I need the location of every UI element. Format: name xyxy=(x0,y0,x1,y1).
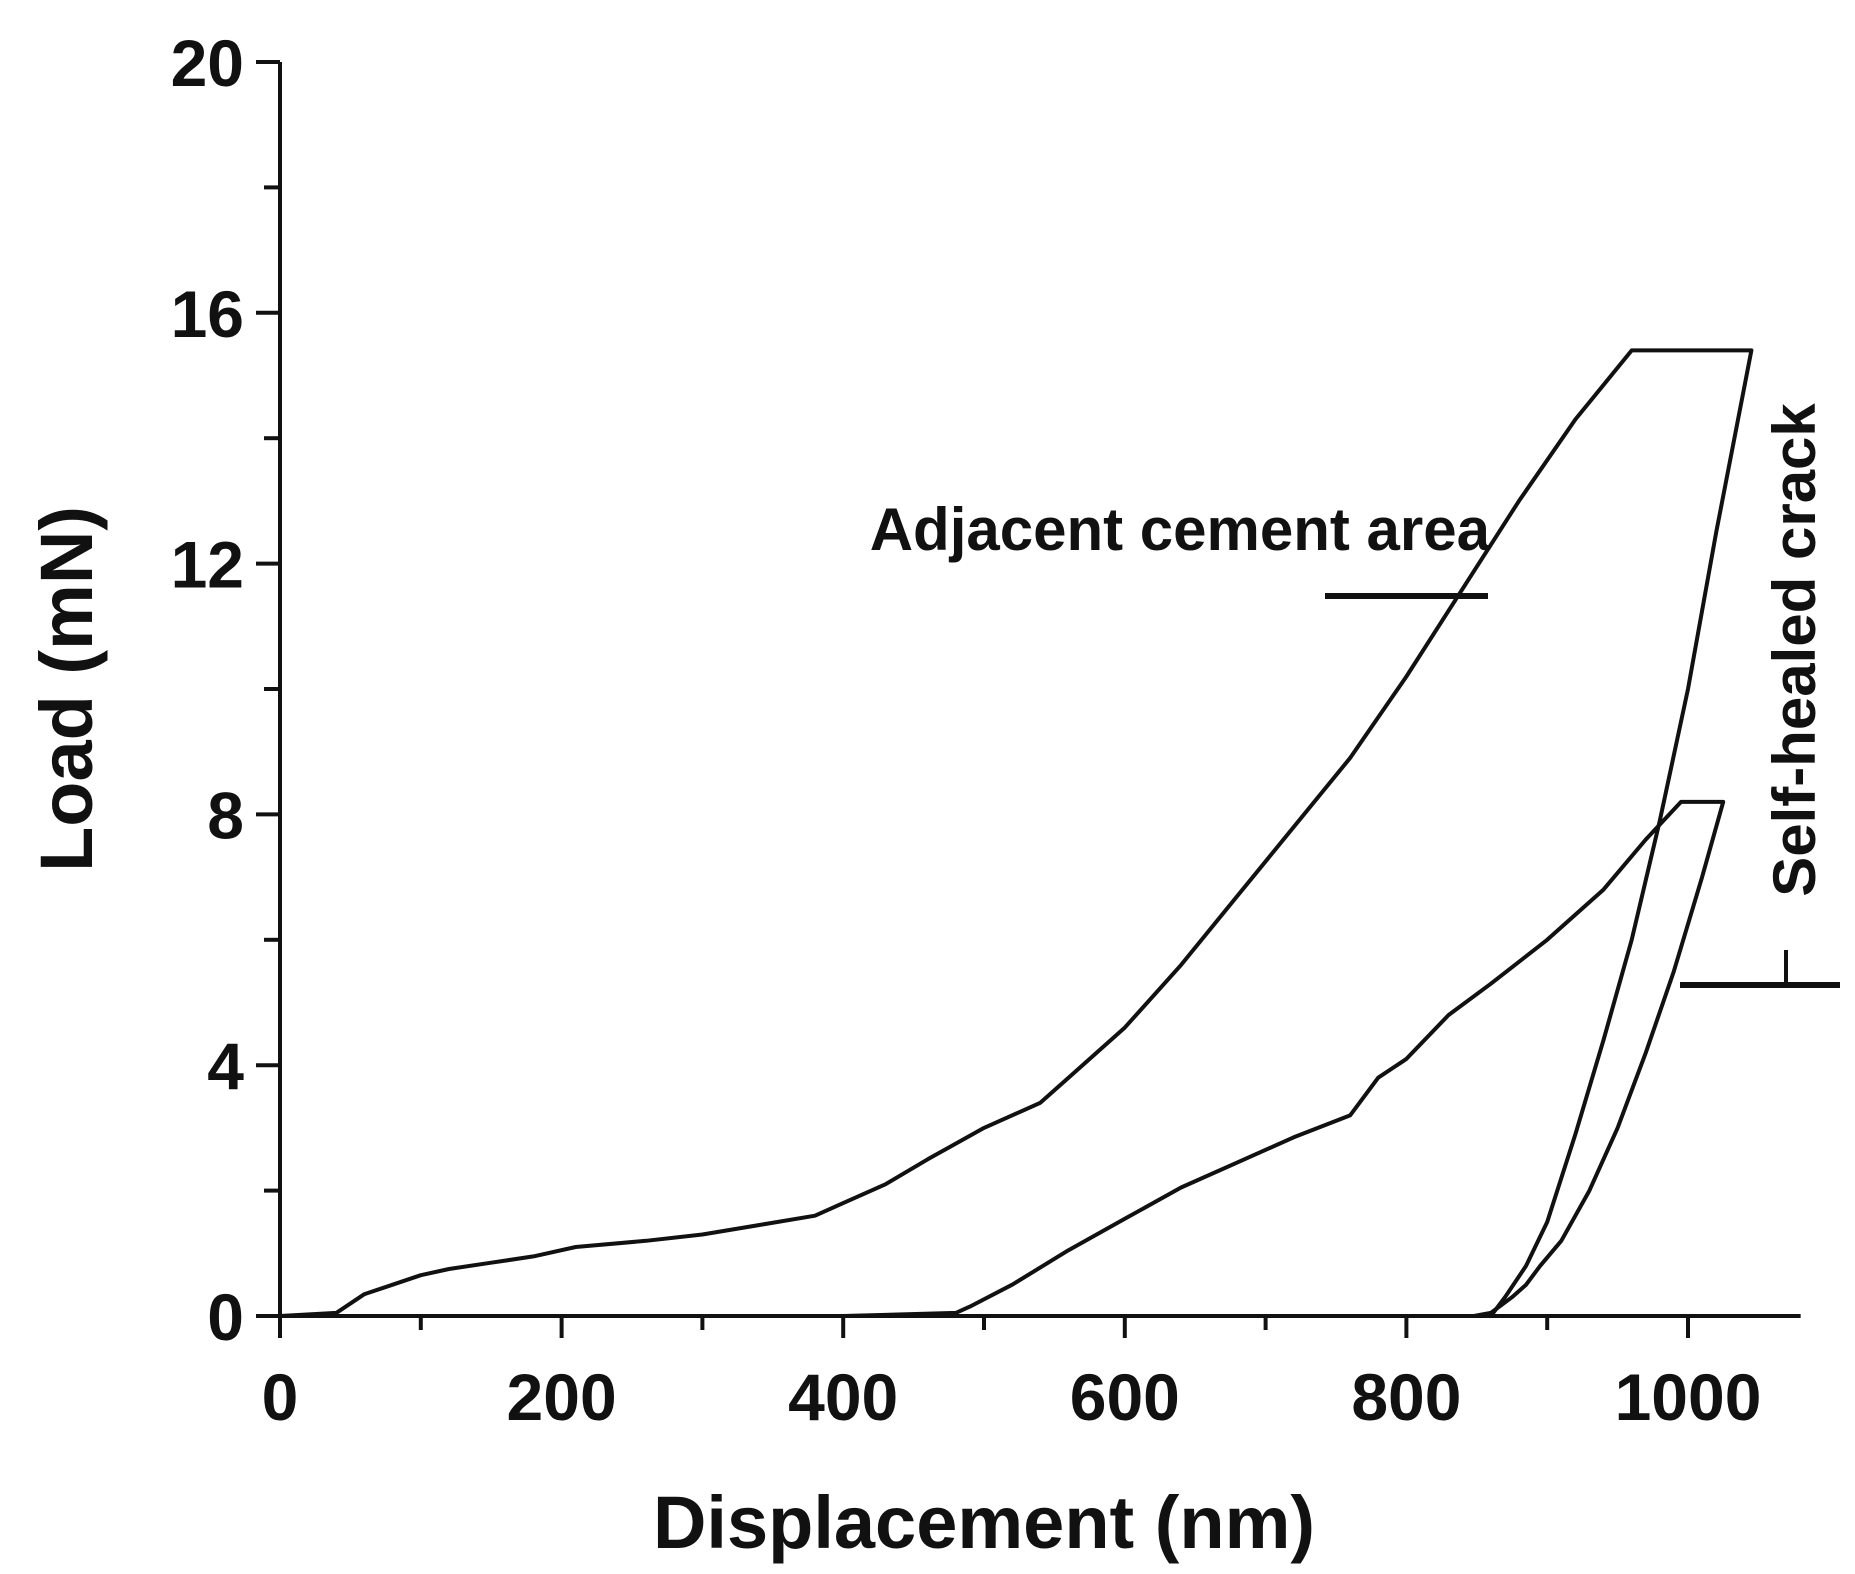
ticks: 0 200 400 600 800 1000 0 4 8 12 16 20 xyxy=(171,26,1762,1434)
y-tick-label: 4 xyxy=(207,1029,244,1103)
x-tick-label: 0 xyxy=(262,1360,299,1434)
x-tick-label: 400 xyxy=(788,1360,898,1434)
annotation-adjacent-cement-area: Adjacent cement area xyxy=(870,496,1491,599)
series-line-0 xyxy=(278,348,1754,1318)
y-tick-label: 0 xyxy=(207,1280,244,1354)
annotation-adjacent-cement-area-label: Adjacent cement area xyxy=(870,496,1491,563)
y-tick-label: 8 xyxy=(207,778,244,852)
axes xyxy=(278,62,1801,1318)
x-tick-label: 600 xyxy=(1070,1360,1180,1434)
x-tick-label: 200 xyxy=(507,1360,617,1434)
series-lines xyxy=(278,348,1754,1318)
x-tick-label: 800 xyxy=(1351,1360,1461,1434)
y-axis-title: Load (mN) xyxy=(25,506,108,872)
annotation-self-healed-crack: Self-healed crack xyxy=(1680,403,1840,988)
y-tick-label: 12 xyxy=(171,528,244,602)
annotation-self-healed-crack-label: Self-healed crack xyxy=(1761,403,1828,897)
y-tick-label: 20 xyxy=(171,26,244,100)
x-tick-label: 1000 xyxy=(1615,1360,1762,1434)
y-tick-label: 16 xyxy=(171,277,244,351)
x-axis-title: Displacement (nm) xyxy=(653,1481,1315,1564)
series-line-1 xyxy=(278,799,1726,1318)
